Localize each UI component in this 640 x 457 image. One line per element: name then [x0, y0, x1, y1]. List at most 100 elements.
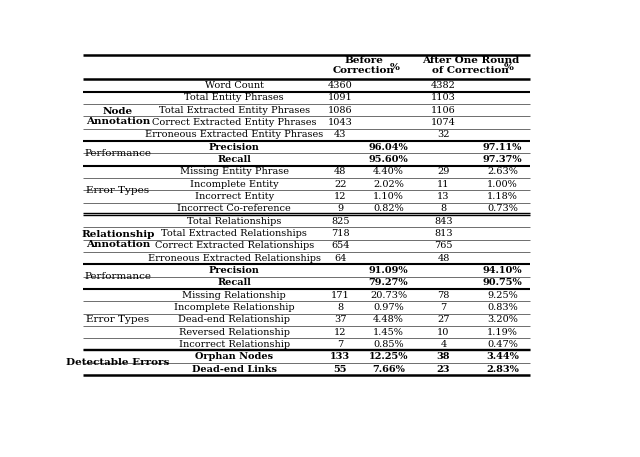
Text: 1043: 1043 — [328, 118, 353, 127]
Text: Node
Annotation: Node Annotation — [86, 107, 150, 126]
Text: 2.63%: 2.63% — [487, 167, 518, 176]
Text: 12.25%: 12.25% — [369, 352, 408, 361]
Text: 7.66%: 7.66% — [372, 365, 405, 373]
Text: 96.04%: 96.04% — [369, 143, 408, 152]
Text: 48: 48 — [437, 254, 450, 263]
Text: 0.73%: 0.73% — [487, 204, 518, 213]
Text: Correct Extracted Relationships: Correct Extracted Relationships — [155, 241, 314, 250]
Text: Precision: Precision — [209, 266, 260, 275]
Text: 133: 133 — [330, 352, 351, 361]
Text: Total Extracted Entity Phrases: Total Extracted Entity Phrases — [159, 106, 310, 115]
Text: 4382: 4382 — [431, 81, 456, 90]
Text: 3.20%: 3.20% — [487, 315, 518, 324]
Text: 12: 12 — [334, 328, 347, 336]
Text: Correct Extracted Entity Phrases: Correct Extracted Entity Phrases — [152, 118, 316, 127]
Text: 654: 654 — [331, 241, 349, 250]
Text: 37: 37 — [334, 315, 347, 324]
Text: 79.27%: 79.27% — [369, 278, 408, 287]
Text: Performance: Performance — [84, 272, 152, 281]
Text: 23: 23 — [436, 365, 450, 373]
Text: 8: 8 — [337, 303, 344, 312]
Text: 0.85%: 0.85% — [373, 340, 404, 349]
Text: 38: 38 — [436, 352, 450, 361]
Text: 4.40%: 4.40% — [373, 167, 404, 176]
Text: 9: 9 — [337, 204, 344, 213]
Text: Error Types: Error Types — [86, 186, 150, 195]
Text: Total Extracted Relationships: Total Extracted Relationships — [161, 229, 307, 238]
Text: %: % — [390, 63, 399, 72]
Text: Erroneous Extracted Relationships: Erroneous Extracted Relationships — [148, 254, 321, 263]
Text: 64: 64 — [334, 254, 347, 263]
Text: 1091: 1091 — [328, 94, 353, 102]
Text: Word Count: Word Count — [205, 81, 264, 90]
Text: 29: 29 — [437, 167, 450, 176]
Text: 4.48%: 4.48% — [373, 315, 404, 324]
Text: 13: 13 — [437, 192, 450, 201]
Text: 0.47%: 0.47% — [487, 340, 518, 349]
Text: 12: 12 — [334, 192, 347, 201]
Text: Orphan Nodes: Orphan Nodes — [195, 352, 273, 361]
Text: Relationship
Annotation: Relationship Annotation — [81, 230, 155, 250]
Text: 27: 27 — [437, 315, 450, 324]
Text: Detectable Errors: Detectable Errors — [67, 358, 170, 367]
Text: 1.00%: 1.00% — [487, 180, 518, 189]
Text: 2.02%: 2.02% — [373, 180, 404, 189]
Text: Before
Correction: Before Correction — [333, 56, 395, 75]
Text: 0.82%: 0.82% — [373, 204, 404, 213]
Text: Incomplete Entity: Incomplete Entity — [190, 180, 278, 189]
Text: 1086: 1086 — [328, 106, 353, 115]
Text: 1074: 1074 — [431, 118, 456, 127]
Text: Recall: Recall — [218, 155, 251, 164]
Text: 7: 7 — [440, 303, 447, 312]
Text: Recall: Recall — [218, 278, 251, 287]
Text: Incorrect Co-reference: Incorrect Co-reference — [177, 204, 291, 213]
Text: 171: 171 — [331, 291, 350, 300]
Text: 1.10%: 1.10% — [373, 192, 404, 201]
Text: 22: 22 — [334, 180, 347, 189]
Text: 95.60%: 95.60% — [369, 155, 408, 164]
Text: 11: 11 — [437, 180, 450, 189]
Text: 1.45%: 1.45% — [373, 328, 404, 336]
Text: 1.19%: 1.19% — [487, 328, 518, 336]
Text: 7: 7 — [337, 340, 344, 349]
Text: %: % — [504, 63, 513, 72]
Text: Incomplete Relationship: Incomplete Relationship — [174, 303, 294, 312]
Text: 8: 8 — [440, 204, 447, 213]
Text: 55: 55 — [333, 365, 347, 373]
Text: Missing Relationship: Missing Relationship — [182, 291, 286, 300]
Text: After One Round
of Correction: After One Round of Correction — [422, 56, 519, 75]
Text: 78: 78 — [437, 291, 450, 300]
Text: 813: 813 — [434, 229, 452, 238]
Text: Reversed Relationship: Reversed Relationship — [179, 328, 290, 336]
Text: Total Entity Phrases: Total Entity Phrases — [184, 94, 284, 102]
Text: 43: 43 — [334, 130, 347, 139]
Text: Total Relationships: Total Relationships — [187, 217, 282, 226]
Text: Missing Entity Phrase: Missing Entity Phrase — [180, 167, 289, 176]
Text: 3.44%: 3.44% — [486, 352, 519, 361]
Text: 0.97%: 0.97% — [373, 303, 404, 312]
Text: Erroneous Extracted Entity Phrases: Erroneous Extracted Entity Phrases — [145, 130, 323, 139]
Text: 1106: 1106 — [431, 106, 456, 115]
Text: Dead-end Links: Dead-end Links — [192, 365, 276, 373]
Text: Precision: Precision — [209, 143, 260, 152]
Text: 765: 765 — [434, 241, 452, 250]
Text: 9.25%: 9.25% — [487, 291, 518, 300]
Text: 0.83%: 0.83% — [487, 303, 518, 312]
Text: 4360: 4360 — [328, 81, 353, 90]
Text: 94.10%: 94.10% — [483, 266, 522, 275]
Text: 843: 843 — [434, 217, 452, 226]
Text: 1103: 1103 — [431, 94, 456, 102]
Text: 825: 825 — [331, 217, 349, 226]
Text: Performance: Performance — [84, 149, 152, 158]
Text: Incorrect Entity: Incorrect Entity — [195, 192, 274, 201]
Text: 91.09%: 91.09% — [369, 266, 408, 275]
Text: 48: 48 — [334, 167, 347, 176]
Text: 90.75%: 90.75% — [483, 278, 522, 287]
Text: 718: 718 — [331, 229, 349, 238]
Text: 97.37%: 97.37% — [483, 155, 522, 164]
Text: 2.83%: 2.83% — [486, 365, 519, 373]
Text: 10: 10 — [437, 328, 450, 336]
Text: Error Types: Error Types — [86, 315, 150, 324]
Text: Incorrect Relationship: Incorrect Relationship — [179, 340, 290, 349]
Text: Dead-end Relationship: Dead-end Relationship — [178, 315, 290, 324]
